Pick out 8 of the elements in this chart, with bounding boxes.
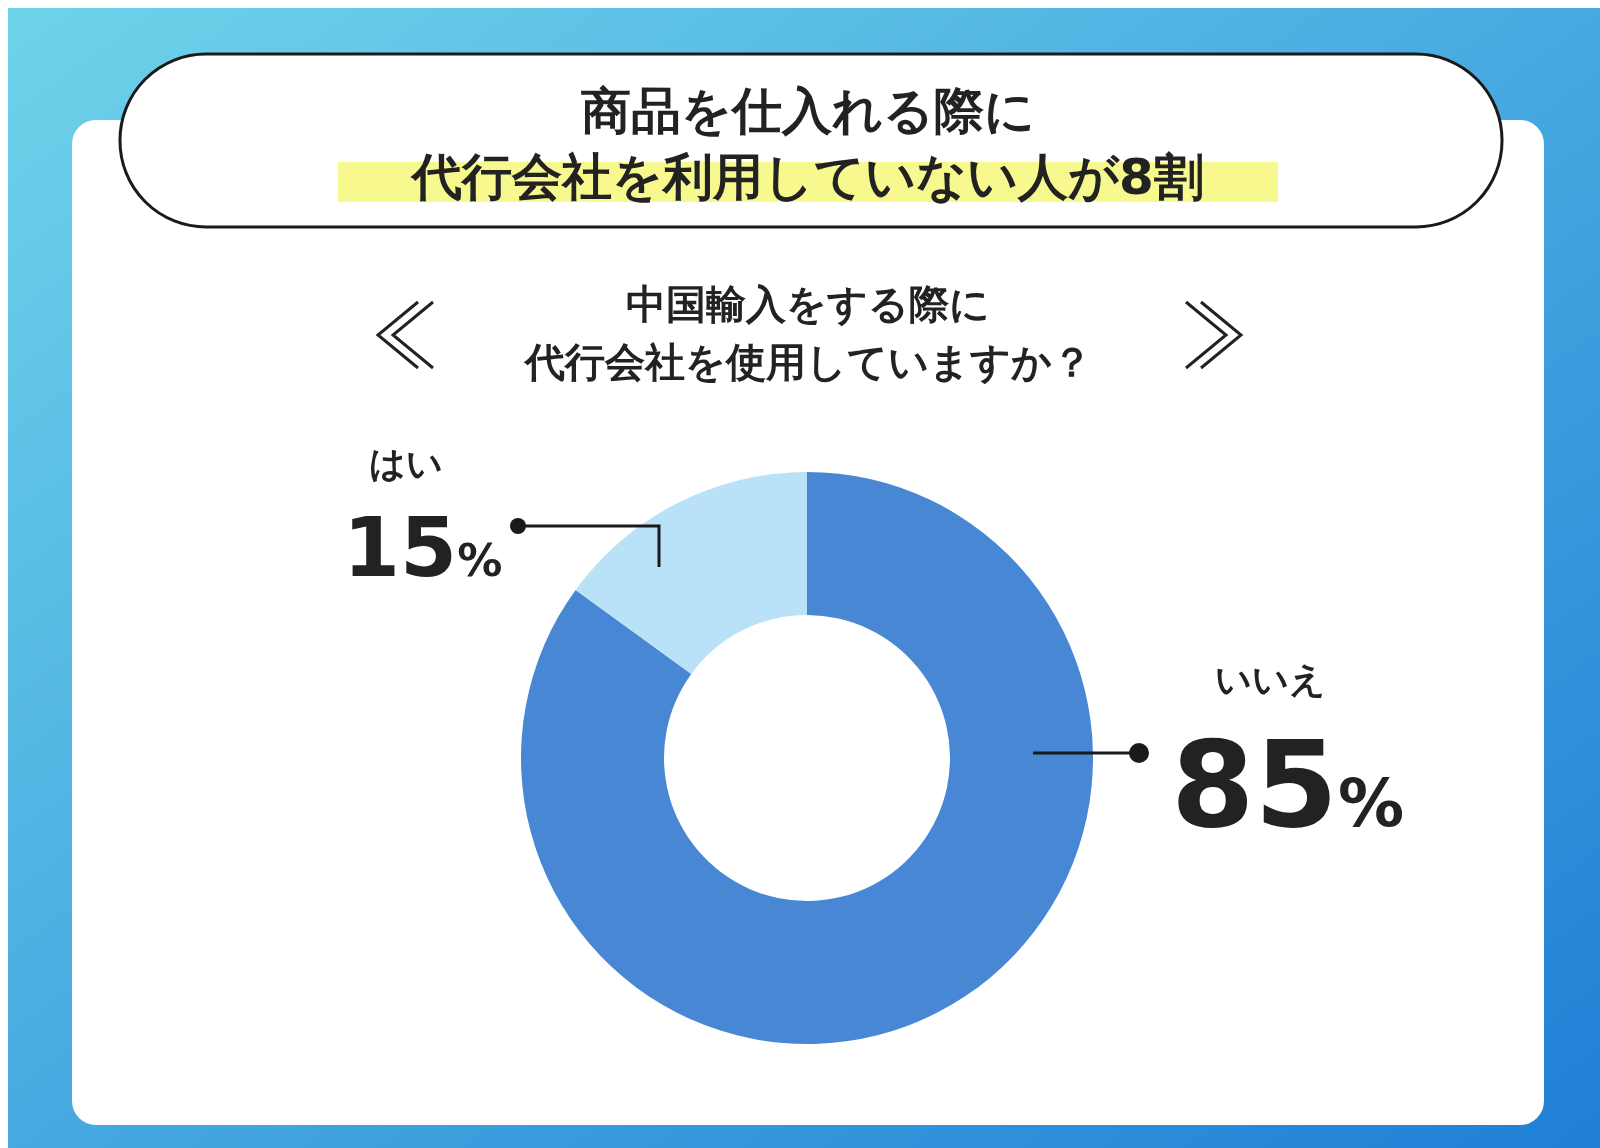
slice-label: はい: [369, 443, 443, 484]
donut-slice: [521, 472, 1093, 1044]
data-label: 15%: [343, 500, 503, 595]
data-label: 85%: [1171, 715, 1405, 854]
slice-label: いいえ: [1214, 659, 1326, 700]
chart-subtitle: 中国輸入をする際に代行会社を使用していますか？: [522, 281, 1092, 385]
chart-title: 商品を仕入れる際に代行会社を利用していない人が8割: [410, 82, 1204, 206]
donut-slice: [575, 472, 807, 674]
